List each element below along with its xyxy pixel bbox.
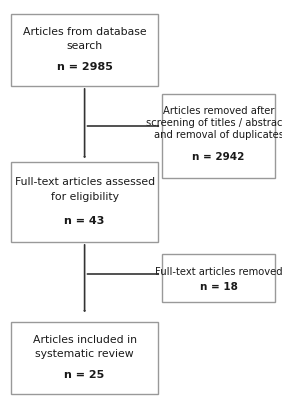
- Text: and removal of duplicates: and removal of duplicates: [154, 130, 282, 140]
- Text: for eligibility: for eligibility: [50, 192, 119, 202]
- Text: Articles included in: Articles included in: [33, 335, 136, 345]
- Text: systematic review: systematic review: [35, 349, 134, 359]
- Text: n = 18: n = 18: [200, 282, 237, 292]
- Text: search: search: [67, 41, 103, 51]
- Bar: [162, 94, 275, 178]
- Text: Articles from database: Articles from database: [23, 27, 146, 37]
- Text: n = 2942: n = 2942: [192, 152, 245, 162]
- Text: screening of titles / abstracts: screening of titles / abstracts: [146, 118, 282, 128]
- Bar: [162, 254, 275, 302]
- Text: Articles removed after: Articles removed after: [163, 106, 274, 116]
- Text: n = 2985: n = 2985: [57, 62, 113, 72]
- Text: Full-text articles assessed: Full-text articles assessed: [15, 177, 155, 187]
- Bar: [11, 162, 158, 242]
- Bar: [11, 322, 158, 394]
- Text: n = 25: n = 25: [65, 370, 105, 380]
- Text: n = 43: n = 43: [64, 216, 105, 226]
- Text: Full-text articles removed: Full-text articles removed: [155, 266, 282, 276]
- Bar: [11, 14, 158, 86]
